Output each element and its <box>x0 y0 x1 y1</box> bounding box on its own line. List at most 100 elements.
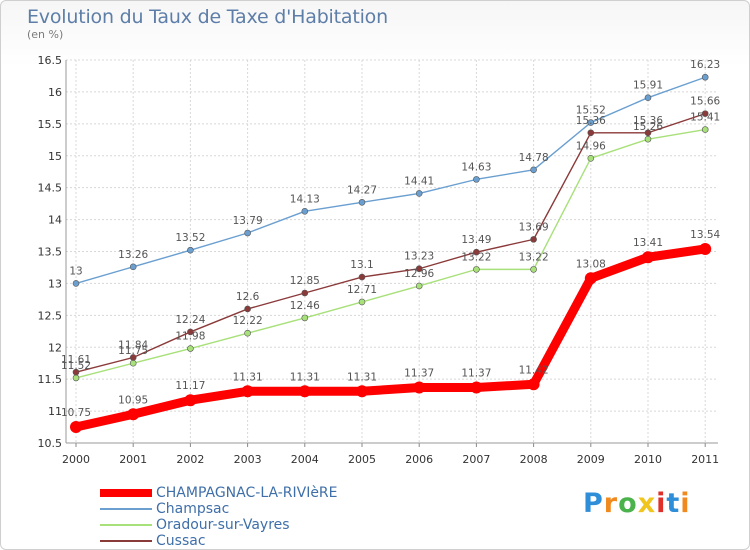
y-tick-label: 16.5 <box>38 54 63 67</box>
data-point <box>701 73 709 81</box>
data-label: 11.84 <box>118 339 148 351</box>
proxiti-logo: Proxiti <box>583 488 691 519</box>
x-tick-label: 2011 <box>691 453 719 466</box>
data-label: 11.42 <box>519 364 549 376</box>
data-label: 11.37 <box>461 367 491 379</box>
logo-letter: x <box>637 488 657 519</box>
data-label: 14.78 <box>519 152 549 164</box>
data-label: 15.41 <box>690 112 720 124</box>
data-label: 15.52 <box>576 105 606 117</box>
line-chart: 10.5 11 11.5 12 12.5 13 13.5 14 14.5 15 15.5 16 16.5… <box>38 54 721 466</box>
data-point <box>187 246 194 254</box>
data-label: 13.41 <box>633 237 663 249</box>
data-label: 14.63 <box>461 161 491 173</box>
legend-swatch <box>100 540 152 542</box>
data-label: 14.27 <box>347 184 377 196</box>
data-label: 11.98 <box>175 331 205 343</box>
y-tick-label: 14 <box>48 214 62 227</box>
y-tick-label: 14.5 <box>38 182 63 195</box>
x-tick-label: 2009 <box>577 453 605 466</box>
data-point <box>72 374 80 382</box>
data-label: 11.31 <box>233 371 263 383</box>
data-label: 13.69 <box>519 221 549 233</box>
data-point <box>413 381 426 394</box>
series-line-oradour-sur-vayres <box>75 128 706 379</box>
data-label: 11.52 <box>61 360 91 372</box>
data-label: 14.41 <box>404 175 434 187</box>
data-label: 15.91 <box>633 80 663 92</box>
data-label: 12.24 <box>175 314 205 326</box>
data-point <box>358 199 366 206</box>
data-point <box>184 394 197 407</box>
data-point <box>473 248 480 256</box>
y-tick-label: 13 <box>48 277 62 290</box>
logo-letter: i <box>680 488 691 519</box>
x-tick-label: 2007 <box>462 453 490 466</box>
data-label: 12.96 <box>404 268 434 280</box>
data-point <box>415 190 423 197</box>
data-point <box>70 421 82 434</box>
series-line-champsac <box>75 76 706 285</box>
data-label: 12.46 <box>290 300 320 312</box>
legend-swatch <box>100 489 152 497</box>
logo-letter: P <box>583 488 604 519</box>
data-point <box>527 378 540 391</box>
data-point <box>187 328 194 336</box>
data-label: 13.52 <box>175 232 205 244</box>
data-label: 13.54 <box>690 229 720 241</box>
y-tick-label: 15.5 <box>38 118 63 131</box>
data-point <box>356 385 368 398</box>
data-point <box>587 155 595 162</box>
data-label: 13.22 <box>461 251 491 263</box>
x-tick-label: 2010 <box>634 453 662 466</box>
data-label: 12.22 <box>233 315 263 327</box>
data-label: 10.95 <box>118 394 148 406</box>
chart-subtitle: (en %) <box>27 28 64 41</box>
data-point <box>699 242 712 255</box>
logo-letter: r <box>603 488 619 519</box>
logo-letter: i <box>656 488 667 519</box>
data-point <box>358 273 366 281</box>
legend-swatch <box>100 524 152 526</box>
legend-swatch <box>100 508 152 510</box>
y-tick-label: 15 <box>48 150 62 163</box>
data-point <box>301 289 309 297</box>
legend-label: Champsac <box>156 501 230 517</box>
data-point <box>587 129 595 137</box>
y-tick-label: 13.5 <box>38 246 63 259</box>
y-tick-label: 11 <box>48 405 62 418</box>
data-label: 12.85 <box>290 275 320 287</box>
data-point <box>129 359 137 367</box>
data-label: 13.23 <box>404 251 434 263</box>
y-tick-label: 12 <box>48 341 62 354</box>
data-point <box>701 110 709 117</box>
chart-title: Evolution du Taux de Taxe d'Habitation <box>27 6 388 28</box>
data-label: 12.6 <box>236 291 260 303</box>
data-label: 14.96 <box>576 140 606 152</box>
legend-label: Oradour-sur-Vayres <box>156 517 290 533</box>
data-point <box>415 265 423 273</box>
data-label: 11.61 <box>61 354 91 366</box>
logo-letter: o <box>618 488 638 519</box>
data-point <box>72 368 80 376</box>
y-tick-label: 16 <box>48 86 62 99</box>
legend-label: Cussac <box>156 533 206 549</box>
x-tick-label: 2000 <box>62 453 90 466</box>
data-point <box>415 282 423 290</box>
x-tick-label: 2005 <box>348 453 376 466</box>
data-label: 13.79 <box>233 215 263 227</box>
data-label: 13.1 <box>350 259 373 271</box>
data-point <box>587 119 595 126</box>
data-label: 11.31 <box>290 371 320 383</box>
x-tick-label: 2004 <box>291 453 319 466</box>
x-tick-label: 2006 <box>405 453 433 466</box>
data-point <box>244 305 251 313</box>
data-point <box>642 251 654 264</box>
data-point <box>129 263 137 271</box>
data-label: 11.17 <box>175 380 205 392</box>
data-point <box>301 207 309 215</box>
data-point <box>244 229 251 237</box>
series-line-cussac <box>75 112 706 373</box>
x-tick-label: 2002 <box>176 453 204 466</box>
data-point <box>241 385 254 398</box>
